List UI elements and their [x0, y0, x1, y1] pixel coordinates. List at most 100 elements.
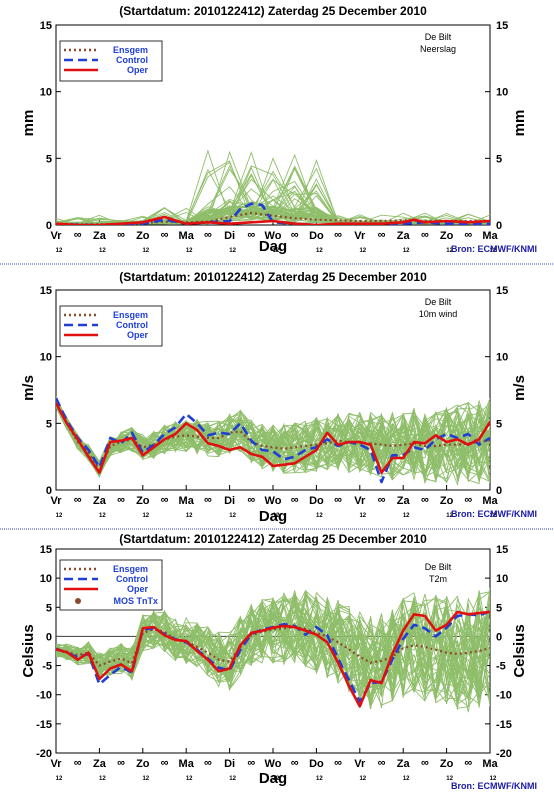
ensemble-member-line [56, 403, 490, 478]
y-tick-label-right: -20 [496, 748, 512, 760]
ensemble-member-line [56, 589, 490, 708]
x-hour-label: 12 [186, 248, 193, 254]
x-day-label: Zo [440, 495, 454, 507]
y-tick-label-right: -5 [496, 661, 506, 673]
ensemble-member-line [56, 160, 490, 225]
y-axis-label-right: Celsius [511, 624, 528, 677]
y-tick-label-right: 10 [496, 87, 508, 99]
x-midday-label: ∞ [74, 757, 82, 769]
ensemble-member-line [56, 597, 490, 694]
oper-line [56, 402, 490, 474]
y-axis-label-right: m/s [511, 375, 528, 401]
control-line [56, 202, 490, 225]
x-hour-label: 12 [273, 776, 280, 782]
x-hour-label: 12 [273, 513, 280, 519]
plot-area [56, 396, 490, 487]
ensemble-member-line [56, 403, 490, 483]
x-midday-label: ∞ [161, 229, 169, 241]
ensemble-member-line [56, 591, 490, 703]
oper-line [56, 215, 490, 225]
x-day-label: Vr [354, 758, 366, 770]
x-midday-label: ∞ [464, 494, 472, 506]
ensemble-member-line [56, 405, 490, 476]
x-midday-label: ∞ [378, 229, 386, 241]
variable-label: T2m [429, 574, 447, 584]
x-day-label: Ma [179, 230, 195, 242]
x-day-label: Di [224, 230, 235, 242]
x-day-label: Za [397, 495, 411, 507]
y-tick-label-right: 0 [496, 485, 502, 497]
ensemble-member-line [56, 599, 490, 702]
x-hour-label: 12 [229, 513, 236, 519]
legend-label-control: Control [116, 55, 148, 65]
location-label: De Bilt [425, 297, 452, 307]
x-midday-label: ∞ [378, 494, 386, 506]
y-axis-label-left: mm [20, 110, 37, 137]
legend-swatch-mos [75, 598, 81, 604]
x-midday-label: ∞ [247, 494, 255, 506]
x-day-label: Do [309, 495, 324, 507]
x-day-label: Vr [50, 758, 62, 770]
x-day-label: Ma [482, 230, 498, 242]
ensemble-member-line [56, 595, 490, 694]
x-day-label: Ma [482, 495, 498, 507]
x-midday-label: ∞ [74, 494, 82, 506]
x-axis-label: Dag [259, 238, 287, 255]
legend-box [59, 40, 163, 82]
x-hour-label: 12 [316, 248, 323, 254]
x-hour-label: 12 [359, 513, 366, 519]
y-axis-label-left: Celsius [20, 624, 37, 677]
ensemble-member-line [56, 599, 490, 686]
y-tick-label-left: -15 [36, 719, 52, 731]
x-hour-label: 12 [403, 248, 410, 254]
ensemble-member-line [56, 594, 490, 706]
x-hour-label: 12 [446, 248, 453, 254]
legend-box [59, 305, 163, 347]
x-day-label: Za [397, 230, 411, 242]
x-day-label: Vr [354, 230, 366, 242]
x-day-label: Vr [50, 495, 62, 507]
x-day-label: Zo [440, 758, 454, 770]
ensgem-line [56, 626, 490, 667]
x-day-label: Za [93, 758, 107, 770]
x-midday-label: ∞ [247, 757, 255, 769]
y-tick-label-left: 10 [40, 573, 52, 585]
ensemble-member-line [56, 165, 490, 225]
y-tick-label-left: 0 [46, 485, 52, 497]
x-hour-label: 12 [99, 513, 106, 519]
x-midday-label: ∞ [378, 757, 386, 769]
legend-label-control: Control [116, 320, 148, 330]
y-axis-label-left: m/s [20, 375, 37, 401]
x-hour-label: 12 [490, 776, 497, 782]
legend-label-oper: Oper [127, 330, 149, 340]
y-tick-label-left: 15 [40, 285, 52, 297]
y-tick-label-right: -15 [496, 719, 512, 731]
x-hour-label: 12 [490, 513, 497, 519]
x-midday-label: ∞ [334, 757, 342, 769]
x-hour-label: 12 [403, 776, 410, 782]
x-hour-label: 12 [186, 776, 193, 782]
y-tick-label-left: -20 [36, 748, 52, 760]
ensemble-member-line [56, 400, 490, 468]
legend-label-ensgem: Ensgem [113, 564, 148, 574]
y-tick-label-right: 15 [496, 20, 508, 32]
x-hour-label: 12 [446, 513, 453, 519]
x-midday-label: ∞ [421, 229, 429, 241]
x-hour-label: 12 [359, 776, 366, 782]
ensemble-member-line [56, 597, 490, 713]
y-tick-label-left: 10 [40, 352, 52, 364]
x-hour-label: 12 [99, 248, 106, 254]
variable-label: Neerslag [420, 44, 456, 54]
x-midday-label: ∞ [117, 229, 125, 241]
x-day-label: Za [93, 230, 107, 242]
x-midday-label: ∞ [247, 229, 255, 241]
y-tick-label-right: 10 [496, 352, 508, 364]
plot-area [56, 587, 490, 713]
location-label: De Bilt [425, 562, 452, 572]
x-midday-label: ∞ [204, 494, 212, 506]
x-axis-label: Dag [259, 770, 287, 787]
x-day-label: Zo [136, 758, 150, 770]
